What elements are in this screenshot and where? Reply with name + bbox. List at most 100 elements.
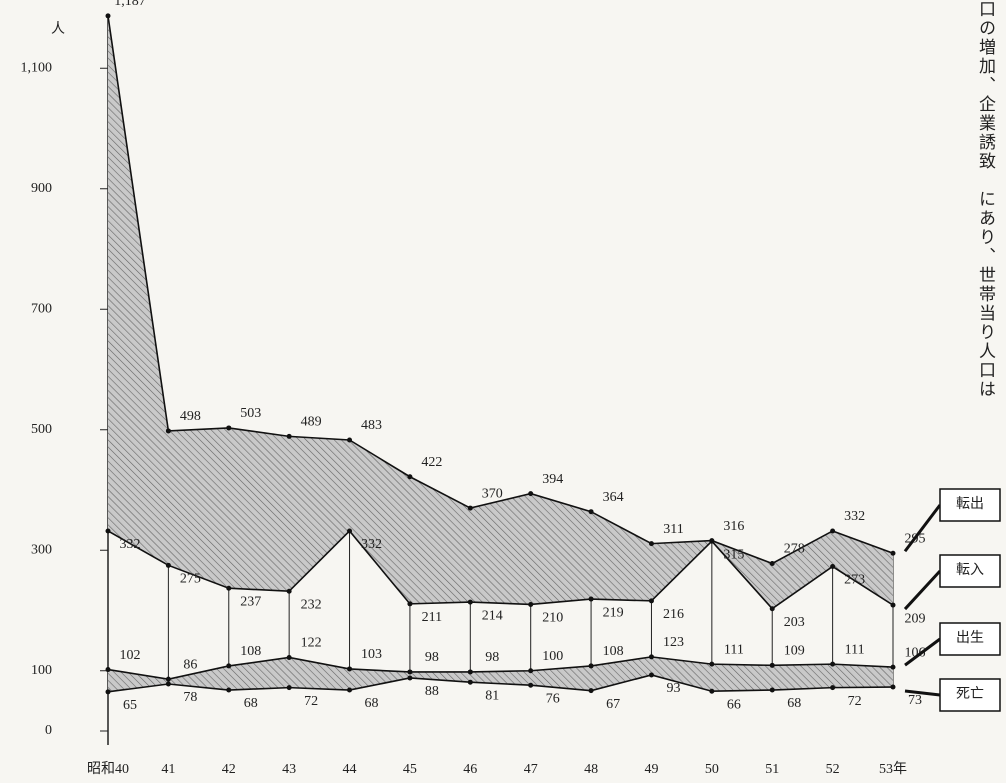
data-label: 68 [365, 696, 379, 711]
data-label: 106 [905, 645, 926, 660]
data-label: 211 [422, 610, 442, 625]
point [528, 601, 534, 607]
point [165, 681, 171, 687]
point [407, 601, 413, 607]
point [226, 663, 232, 669]
point [769, 687, 775, 693]
data-label: 275 [180, 572, 201, 587]
data-label: 232 [301, 597, 322, 612]
point [830, 685, 836, 691]
data-label: 68 [787, 696, 801, 711]
point [769, 606, 775, 612]
point [890, 550, 896, 556]
legend-box [939, 622, 1001, 656]
data-label: 68 [244, 696, 258, 711]
data-label: 316 [723, 519, 744, 534]
point [226, 585, 232, 591]
y-tick-label: 1,100 [21, 60, 53, 75]
point [165, 562, 171, 568]
x-tick-label: 51 [765, 762, 779, 777]
y-tick-label: 700 [31, 301, 52, 316]
data-label: 111 [845, 642, 865, 657]
data-label: 103 [361, 647, 382, 662]
legend-label: 死亡 [956, 686, 984, 702]
data-label: 86 [183, 657, 197, 672]
point [648, 672, 654, 678]
point [226, 687, 232, 693]
x-tick-label: 47 [524, 762, 538, 777]
legend-arrow [903, 569, 942, 611]
x-tick-label: 48 [584, 762, 598, 777]
point [890, 664, 896, 670]
point [890, 684, 896, 690]
series-line [107, 529, 894, 610]
legend-arrow [904, 637, 941, 667]
point [286, 654, 292, 660]
point [226, 425, 232, 431]
data-label: 332 [361, 537, 382, 552]
data-label: 483 [361, 418, 382, 433]
y-unit: 人 [51, 21, 65, 37]
point [347, 666, 353, 672]
point [407, 669, 413, 675]
data-label: 65 [123, 698, 137, 713]
data-label: 76 [546, 691, 560, 706]
point [105, 689, 111, 695]
data-label: 98 [485, 650, 499, 665]
point [347, 687, 353, 693]
point [709, 688, 715, 694]
legend-label: 転入 [956, 562, 984, 578]
data-label: 214 [482, 608, 503, 623]
point [165, 676, 171, 682]
point [286, 433, 292, 439]
series-line [107, 656, 894, 680]
data-label: 67 [606, 697, 620, 712]
point [588, 509, 594, 515]
x-tick-label: 52 [826, 762, 840, 777]
point [709, 661, 715, 667]
data-label: 210 [542, 611, 563, 626]
data-label: 394 [542, 472, 563, 487]
data-label: 100 [542, 649, 563, 664]
data-label: 370 [482, 486, 503, 501]
data-label: 311 [663, 522, 683, 537]
data-label: 72 [848, 694, 862, 709]
x-tick-label: 42 [222, 762, 236, 777]
data-label: 98 [425, 650, 439, 665]
point [769, 662, 775, 668]
point [286, 685, 292, 691]
point [890, 602, 896, 608]
data-label: 73 [908, 693, 922, 708]
point [286, 588, 292, 594]
point [588, 688, 594, 694]
data-label: 93 [666, 681, 680, 696]
data-label: 123 [663, 635, 684, 650]
data-label: 216 [663, 607, 684, 622]
band-fill [108, 656, 893, 692]
legend-arrow [903, 504, 942, 553]
point [467, 679, 473, 685]
legend-box [939, 678, 1001, 712]
point [769, 561, 775, 567]
x-tick-label: 49 [644, 762, 658, 777]
point [648, 541, 654, 547]
point [528, 668, 534, 674]
data-label: 88 [425, 684, 439, 699]
data-label: 364 [603, 490, 624, 505]
x-tick-label: 46 [463, 762, 477, 777]
point [467, 505, 473, 511]
data-label: 278 [784, 542, 805, 557]
data-label: 273 [844, 573, 865, 588]
data-label: 81 [485, 688, 499, 703]
point [407, 474, 413, 480]
point [709, 538, 715, 544]
data-label: 108 [240, 644, 261, 659]
data-label: 78 [183, 690, 197, 705]
data-label: 315 [723, 547, 744, 562]
data-label: 209 [905, 611, 926, 626]
point [528, 682, 534, 688]
x-tick-label: 50 [705, 762, 719, 777]
data-label: 1,187 [114, 0, 146, 9]
